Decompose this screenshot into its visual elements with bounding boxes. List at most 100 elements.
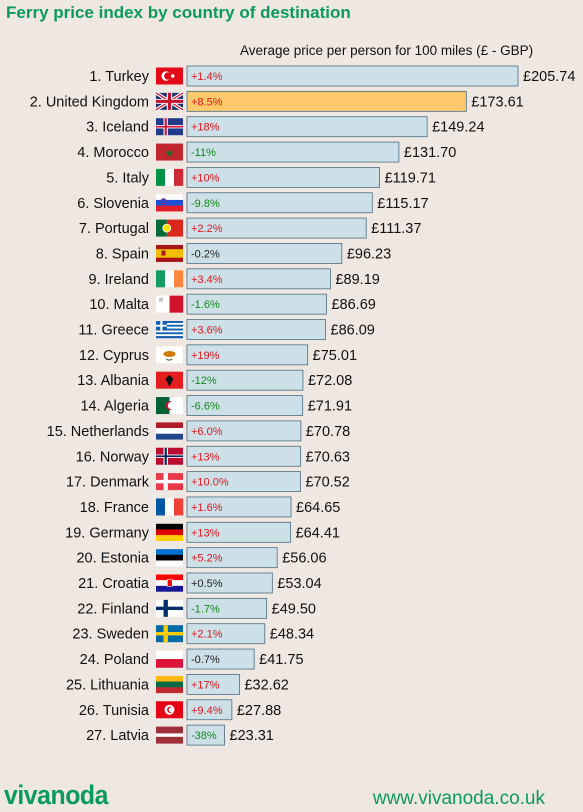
change-label: +1.4% (191, 71, 223, 83)
category-label: 2. United Kingdom (30, 94, 149, 110)
change-label: +19% (191, 350, 220, 362)
category-label: 26. Tunisia (79, 703, 150, 719)
bar-lithuania (186, 674, 240, 695)
change-label: -0.7% (191, 654, 220, 666)
category-label: 6. Slovenia (77, 196, 150, 212)
category-label: 3. Iceland (86, 120, 149, 136)
bar-denmark (186, 471, 301, 493)
value-label: £71.91 (308, 399, 352, 415)
change-label: +17% (191, 679, 220, 691)
change-label: +13% (191, 527, 220, 539)
change-label: -9.8% (191, 198, 220, 210)
change-label: +9.4% (191, 705, 223, 717)
category-label: 17. Denmark (66, 475, 150, 491)
bar-france (186, 496, 292, 518)
bar-croatia (186, 572, 273, 594)
category-label: 12. Cyprus (79, 348, 149, 364)
change-label: -1.7% (191, 603, 220, 615)
category-label: 9. Ireland (89, 272, 149, 288)
flag-france-icon (156, 498, 184, 516)
axis-label: Average price per person for 100 miles (… (240, 43, 534, 58)
change-label: -11% (191, 147, 216, 159)
flag-algeria-icon (156, 397, 184, 415)
category-label: 11. Greece (78, 323, 149, 339)
bar-norway (186, 445, 302, 467)
value-label: £64.65 (296, 500, 340, 516)
flag-denmark-icon (156, 473, 183, 491)
change-label: +13% (191, 451, 220, 463)
category-label: 15. Netherlands (47, 424, 149, 440)
chart-title: Ferry price index by country of destinat… (6, 3, 351, 22)
flag-malta-icon (156, 295, 184, 313)
change-label: +10% (191, 172, 220, 184)
category-label: 24. Poland (80, 652, 149, 668)
flag-croatia-icon (156, 574, 183, 592)
bar-portugal (186, 217, 367, 239)
flag-cyprus-icon (156, 346, 183, 364)
change-label: +3.6% (191, 325, 223, 337)
category-label: 7. Portugal (79, 221, 149, 237)
bar-tunisia (186, 699, 233, 721)
value-label: £173.61 (471, 94, 523, 110)
change-label: +8.5% (191, 96, 223, 108)
change-label: -0.2% (191, 248, 220, 260)
bar-netherlands (186, 420, 302, 442)
flag-tunisia-icon (156, 701, 183, 719)
category-label: 21. Croatia (78, 576, 150, 592)
value-label: £149.24 (432, 120, 484, 136)
flag-slovenia-icon (156, 194, 183, 212)
bar-estonia (186, 547, 278, 569)
change-label: +2.1% (191, 629, 223, 641)
category-label: 25. Lithuania (66, 677, 150, 693)
change-label: -6.6% (191, 401, 220, 413)
value-label: £53.04 (277, 576, 321, 592)
flag-netherlands-icon (156, 422, 183, 440)
value-label: £41.75 (259, 652, 303, 668)
bar-slovenia (186, 192, 373, 214)
change-label: +18% (191, 122, 220, 134)
svg-text:★: ★ (164, 146, 175, 160)
bar-latvia (186, 724, 225, 746)
category-label: 18. France (80, 500, 149, 516)
value-label: £64.41 (296, 525, 340, 541)
flag-italy-icon (156, 168, 184, 186)
site-url-link[interactable]: www.vivanoda.co.uk (372, 788, 545, 809)
value-label: £75.01 (313, 348, 357, 364)
bar-sweden (186, 623, 266, 645)
value-label: £56.06 (282, 551, 326, 567)
change-label: +1.6% (191, 502, 223, 514)
value-label: £111.37 (371, 221, 421, 237)
bar-united-kingdom (186, 90, 467, 112)
category-label: 22. Finland (77, 601, 149, 617)
flag-greece-icon (156, 321, 183, 339)
bar-ireland (186, 268, 331, 290)
change-label: +5.2% (191, 553, 223, 565)
value-label: £70.63 (306, 449, 350, 465)
change-label: -1.6% (191, 299, 220, 311)
flag-united-kingdom-icon (155, 91, 184, 112)
bar-poland (186, 648, 255, 670)
brand-logo[interactable]: vivanoda (4, 780, 109, 810)
flag-latvia-icon (156, 726, 183, 744)
bar-turkey (186, 65, 519, 87)
flag-ireland-icon (156, 270, 184, 288)
bar-cyprus (186, 344, 309, 366)
flag-portugal-icon (156, 219, 183, 237)
category-label: 10. Malta (89, 297, 150, 313)
change-label: -12% (191, 375, 217, 387)
bar-greece (186, 319, 326, 340)
value-label: £131.70 (404, 145, 456, 161)
category-label: 27. Latvia (86, 728, 150, 744)
flag-albania-icon (156, 371, 183, 389)
bar-algeria (186, 395, 304, 416)
bar-iceland (186, 116, 428, 138)
value-label: £86.69 (331, 297, 375, 313)
flag-norway-icon (156, 447, 183, 465)
category-label: 14. Algeria (80, 399, 149, 415)
category-label: 16. Norway (76, 449, 150, 465)
bar-spain (186, 243, 343, 264)
category-label: 4. Morocco (77, 145, 149, 161)
flag-poland-icon (156, 650, 183, 668)
flag-lithuania-icon (156, 675, 183, 694)
change-label: +0.5% (191, 578, 223, 590)
